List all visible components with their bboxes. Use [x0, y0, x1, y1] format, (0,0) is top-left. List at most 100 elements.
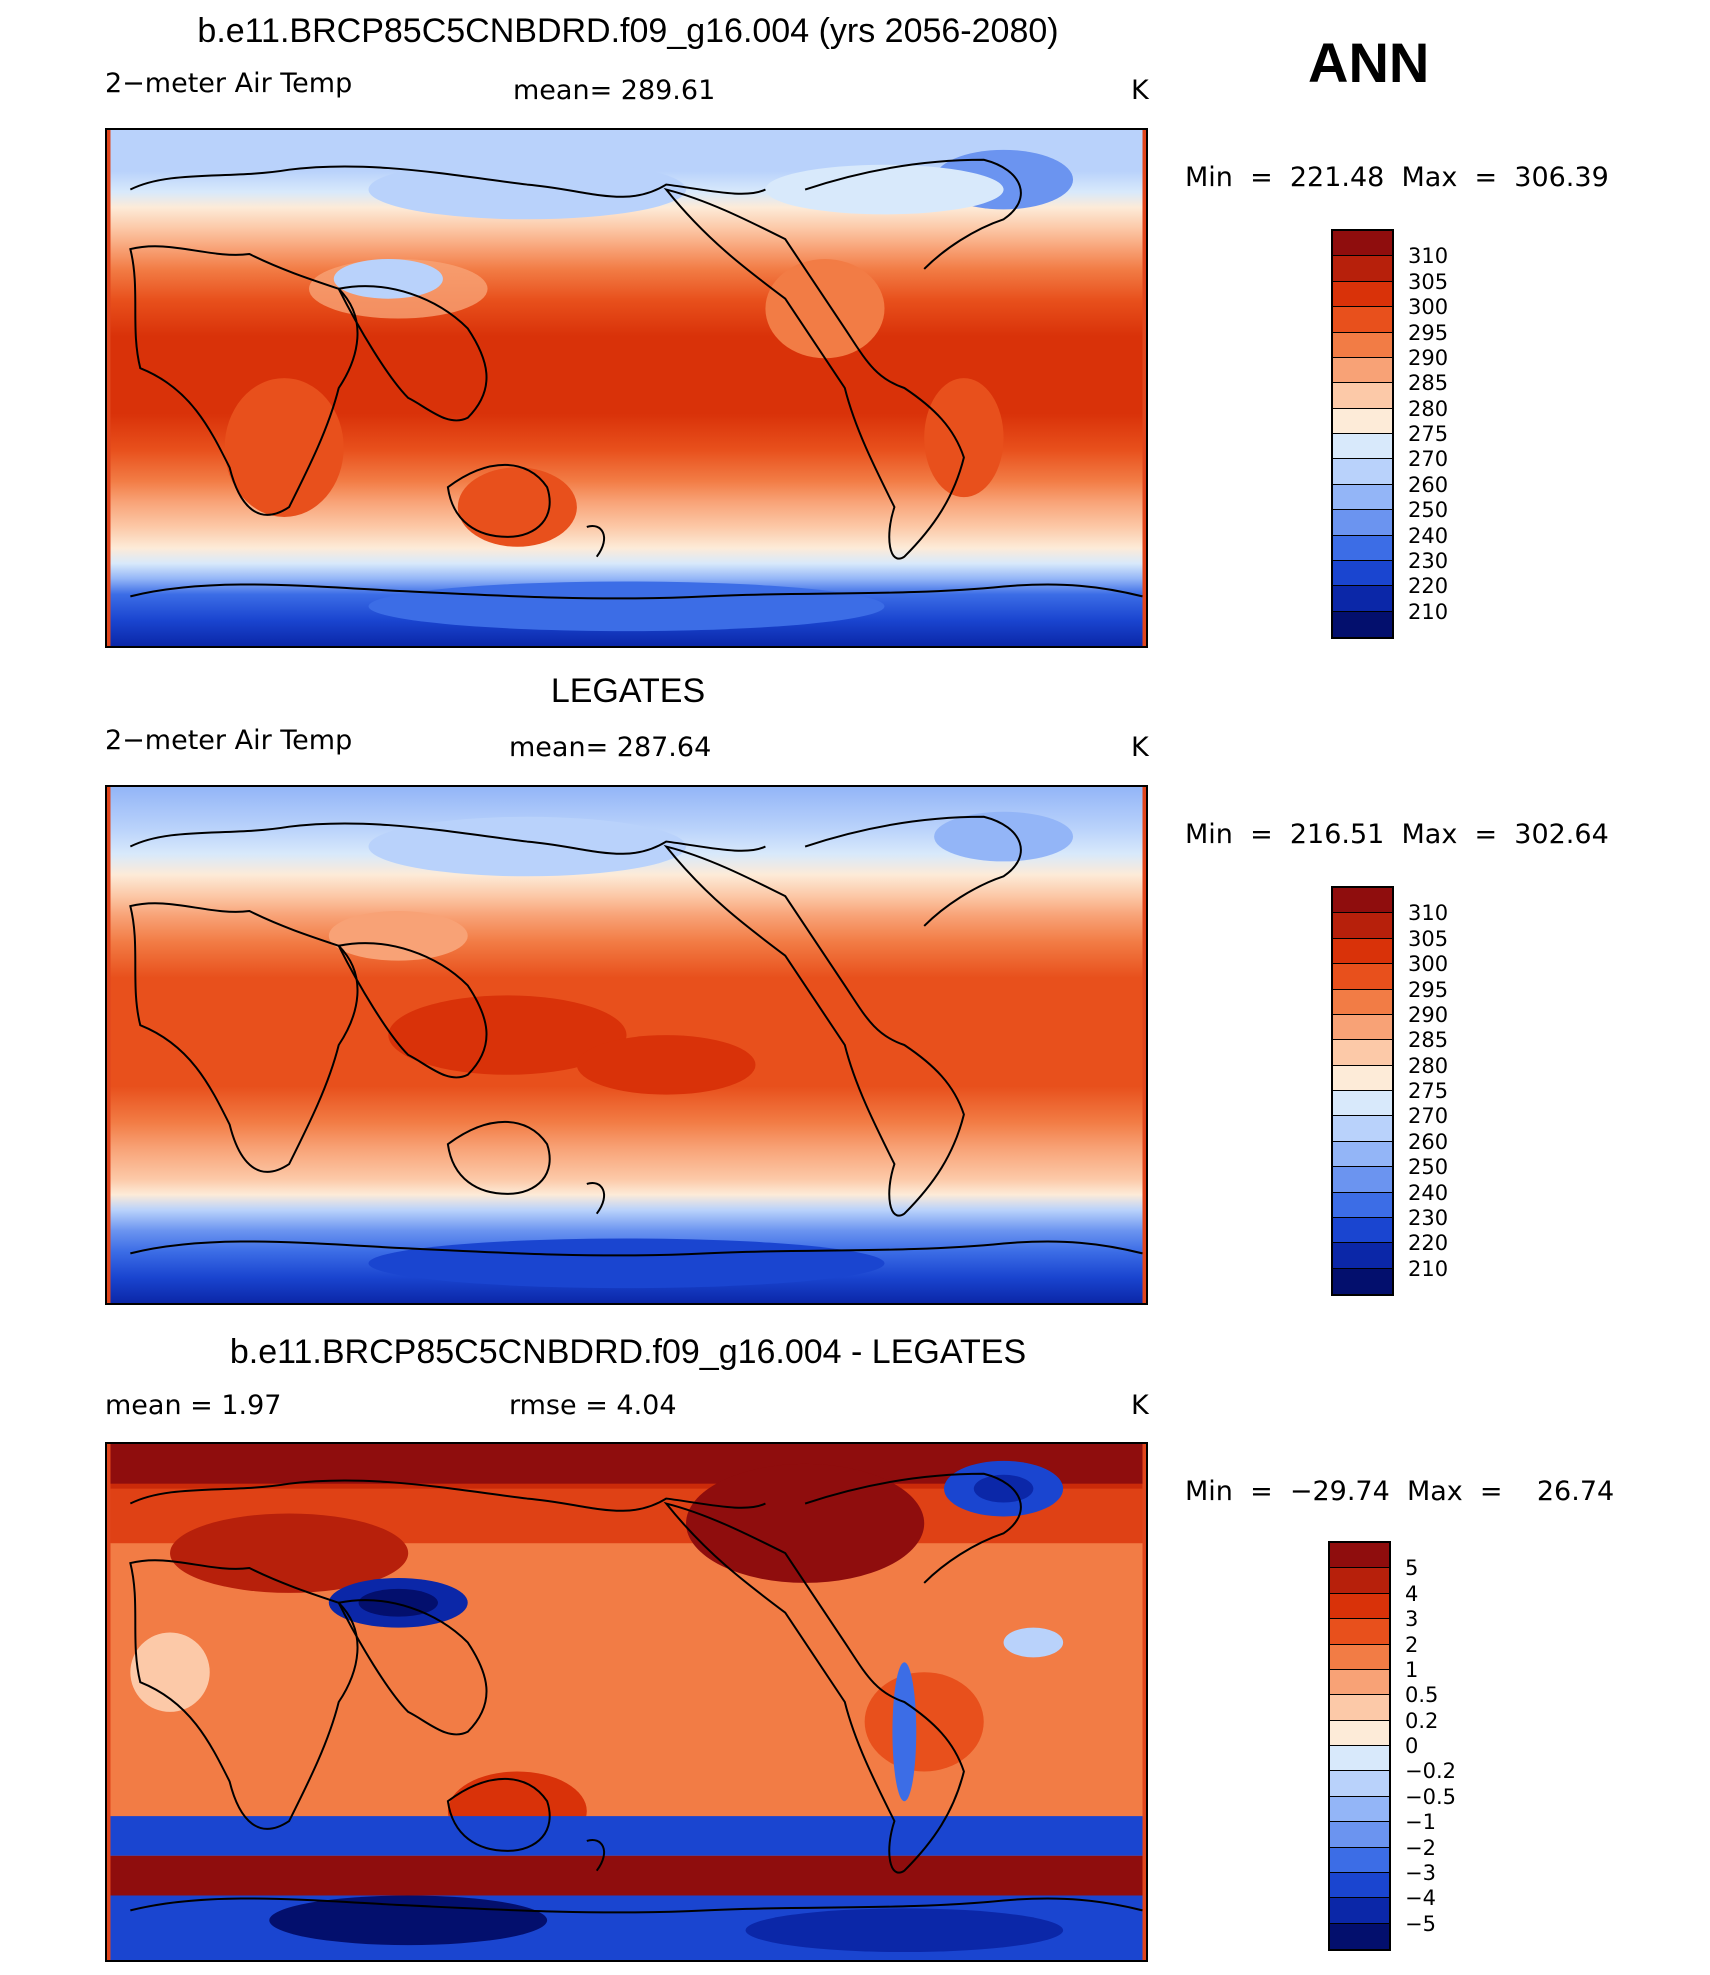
colorbar-swatch	[1333, 1243, 1392, 1269]
colorbar-obs	[1331, 886, 1394, 1296]
colorbar-swatch	[1333, 231, 1392, 257]
colorbar-swatch	[1330, 1923, 1389, 1949]
colorbar-swatch	[1330, 1543, 1389, 1569]
colorbar-swatch	[1333, 535, 1392, 561]
colorbar-swatch	[1333, 611, 1392, 637]
colorbar-tick-label: 305	[1408, 926, 1449, 951]
colorbar-swatch	[1330, 1822, 1389, 1848]
colorbar-tick-label: 285	[1408, 371, 1449, 396]
colorbar-swatch	[1333, 1268, 1392, 1294]
colorbar-tick-label: 240	[1408, 1180, 1449, 1205]
colorbar-swatch	[1333, 256, 1392, 282]
colorbar-tick-label: 4	[1405, 1581, 1419, 1606]
minmax-label: Min = 221.48 Max = 306.39	[1185, 162, 1609, 193]
variable-label: 2−meter Air Temp	[105, 725, 353, 756]
season-label: ANN	[1308, 31, 1430, 94]
colorbar-tick-label: 3	[1405, 1607, 1419, 1632]
colorbar-tick-label: 300	[1408, 952, 1449, 977]
colorbar-swatch	[1333, 1116, 1392, 1142]
colorbar-swatch	[1333, 408, 1392, 434]
colorbar-swatch	[1330, 1720, 1389, 1746]
panel-title: b.e11.BRCP85C5CNBDRD.f09_g16.004 - LEGAT…	[229, 1333, 1027, 1371]
colorbar-tick-label: −0.2	[1405, 1759, 1456, 1784]
colorbar-tick-label: 230	[1408, 548, 1449, 573]
colorbar-tick-label: 270	[1408, 447, 1449, 472]
units-label: K	[1131, 732, 1149, 763]
colorbar-swatch	[1330, 1746, 1389, 1772]
colorbar-swatch	[1333, 938, 1392, 965]
colorbar-swatch	[1333, 459, 1392, 485]
colorbar-swatch	[1330, 1771, 1389, 1797]
colorbar-tick-label: 310	[1408, 901, 1449, 926]
colorbar-swatch	[1330, 1619, 1389, 1645]
colorbar-swatch	[1333, 888, 1392, 914]
colorbar-swatch	[1333, 510, 1392, 536]
colorbar-tick-label: 260	[1408, 1129, 1449, 1154]
colorbar-tick-label: −3	[1405, 1860, 1436, 1885]
colorbar-tick-label: 310	[1408, 244, 1449, 269]
colorbar-swatch	[1333, 1091, 1392, 1117]
colorbar-swatch	[1333, 357, 1392, 384]
colorbar-tick-label: 220	[1408, 574, 1449, 599]
colorbar-swatch	[1333, 383, 1392, 409]
colorbar-tick-label: 300	[1408, 295, 1449, 320]
colorbar-tick-label: 210	[1408, 1256, 1449, 1281]
colorbar-tick-label: −2	[1405, 1835, 1436, 1860]
colorbar-tick-label: 280	[1408, 396, 1449, 421]
colorbar-swatch	[1333, 332, 1392, 358]
colorbar-swatch	[1330, 1796, 1389, 1823]
colorbar-tick-label: 0.5	[1405, 1683, 1439, 1708]
panel-title: LEGATES	[550, 672, 706, 710]
colorbar-swatch	[1333, 964, 1392, 990]
colorbar-swatch	[1330, 1568, 1389, 1594]
units-label: K	[1131, 75, 1149, 106]
colorbar-tick-label: 240	[1408, 523, 1449, 548]
colorbar-swatch	[1333, 1167, 1392, 1193]
colorbar-swatch	[1330, 1644, 1389, 1670]
colorbar-tick-label: 210	[1408, 599, 1449, 624]
minmax-label: Min = 216.51 Max = 302.64	[1185, 819, 1609, 850]
colorbar-tick-label: 295	[1408, 320, 1449, 345]
colorbar-tick-label: 270	[1408, 1104, 1449, 1129]
colorbar-swatch	[1333, 1217, 1392, 1244]
colorbar-tick-label: 305	[1408, 269, 1449, 294]
minmax-label: Min = −29.74 Max = 26.74	[1185, 1476, 1615, 1507]
colorbar-tick-label: 290	[1408, 345, 1449, 370]
colorbar-swatch	[1333, 1065, 1392, 1091]
units-label: K	[1131, 1390, 1149, 1421]
map-model	[105, 128, 1148, 648]
colorbar-tick-label: 295	[1408, 977, 1449, 1002]
colorbar-tick-label: 5	[1405, 1556, 1419, 1581]
mean-label: mean= 287.64	[509, 732, 712, 763]
colorbar-swatch	[1333, 1192, 1392, 1218]
panel-title: b.e11.BRCP85C5CNBDRD.f09_g16.004 (yrs 20…	[197, 12, 1059, 50]
colorbar-swatch	[1333, 1040, 1392, 1066]
colorbar-tick-label: 280	[1408, 1053, 1449, 1078]
colorbar-tick-label: 275	[1408, 1079, 1449, 1103]
colorbar-tick-label: 0.2	[1405, 1708, 1439, 1733]
colorbar-swatch	[1333, 1014, 1392, 1041]
colorbar-swatch	[1333, 989, 1392, 1015]
rmse-label: rmse = 4.04	[509, 1390, 677, 1421]
colorbar-swatch	[1333, 307, 1392, 333]
colorbar-tick-label: 260	[1408, 472, 1449, 497]
colorbar-swatch	[1330, 1898, 1389, 1924]
colorbar-swatch	[1333, 560, 1392, 587]
colorbar-tick-label: 250	[1408, 498, 1449, 523]
colorbar-swatch	[1330, 1847, 1389, 1873]
colorbar-tick-label: 275	[1408, 422, 1449, 446]
colorbar-swatch	[1330, 1872, 1389, 1899]
colorbar-tick-label: 230	[1408, 1205, 1449, 1230]
colorbar-swatch	[1333, 1141, 1392, 1168]
colorbar-swatch	[1333, 913, 1392, 939]
map-diff	[105, 1442, 1148, 1962]
colorbar-swatch	[1333, 434, 1392, 460]
colorbar-tick-label: 1	[1405, 1657, 1419, 1682]
colorbar-tick-label: −5	[1405, 1911, 1436, 1936]
variable-label: 2−meter Air Temp	[105, 68, 353, 99]
colorbar-swatch	[1330, 1669, 1389, 1696]
colorbar-swatch	[1330, 1695, 1389, 1721]
mean-label: mean = 1.97	[105, 1390, 282, 1421]
mean-label: mean= 289.61	[513, 75, 716, 106]
colorbar-swatch	[1333, 484, 1392, 511]
